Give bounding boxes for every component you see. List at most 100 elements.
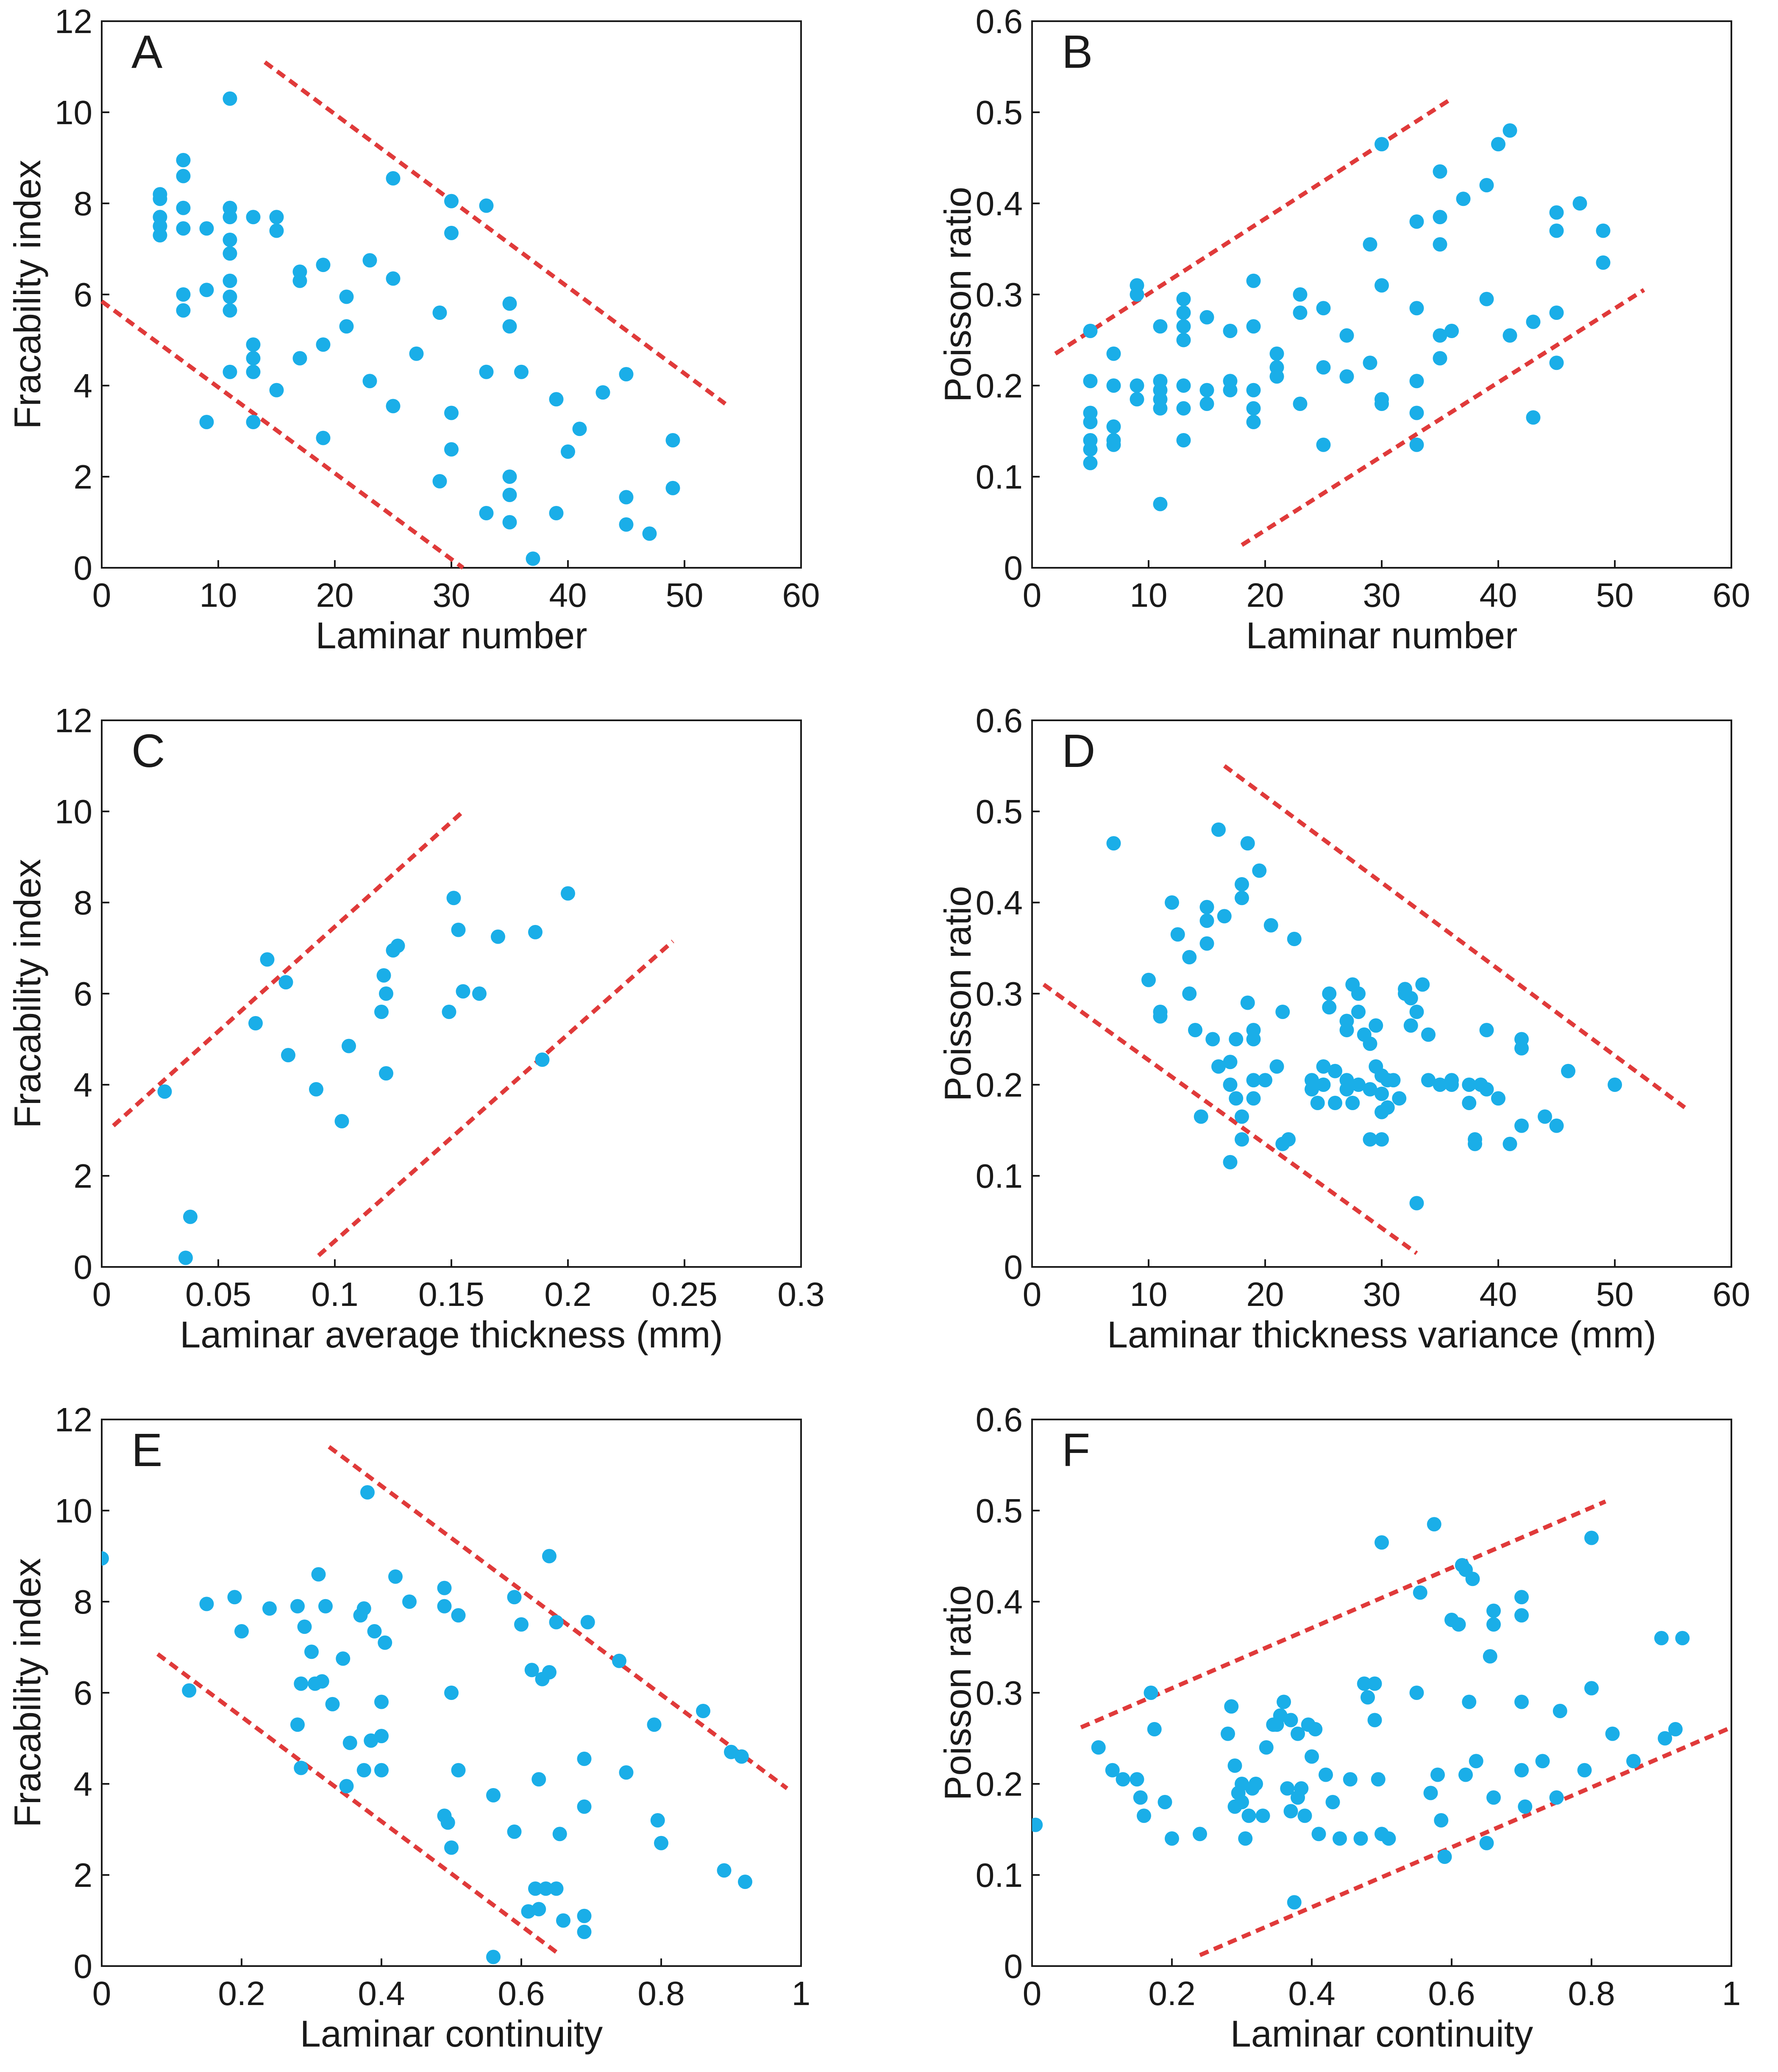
data-point (619, 1765, 634, 1780)
x-tick-label-f: 0.2 (1148, 1975, 1195, 2012)
data-point (176, 221, 191, 236)
y-axis-label-b: Poisson ratio (937, 187, 979, 403)
y-tick-label-d: 0.5 (976, 793, 1023, 830)
data-point (1386, 1073, 1401, 1088)
data-point (1319, 1767, 1333, 1782)
data-point (1325, 1795, 1340, 1809)
panel-letter-a: A (131, 26, 163, 78)
data-point (650, 1813, 665, 1828)
data-point (362, 253, 377, 268)
data-point (1235, 1132, 1249, 1147)
y-tick-label-f: 0.2 (976, 1765, 1023, 1803)
plot-frame-d (1031, 719, 1732, 1268)
data-point (1277, 1694, 1291, 1709)
data-point (334, 1114, 349, 1128)
data-point (1433, 237, 1447, 252)
data-point (178, 1250, 193, 1265)
data-point (278, 975, 293, 990)
y-tick-label-a: 6 (74, 276, 93, 314)
data-point (1339, 328, 1354, 343)
data-point (1083, 374, 1098, 389)
data-point (1451, 1617, 1466, 1632)
data-point (1144, 1686, 1158, 1700)
x-tick-label-d: 50 (1596, 1275, 1634, 1313)
data-point (1297, 1808, 1312, 1823)
data-point (1305, 1749, 1319, 1764)
data-point (390, 939, 405, 953)
data-point (1549, 223, 1564, 238)
bound-line-c-1 (112, 810, 465, 1128)
data-point (1223, 1055, 1238, 1069)
data-point (1549, 1790, 1564, 1805)
data-point (1199, 936, 1214, 951)
data-point (1491, 137, 1505, 152)
data-point (642, 526, 657, 541)
data-point (1339, 369, 1354, 384)
data-point (246, 415, 261, 429)
y-tick-label-a: 2 (74, 458, 93, 496)
y-tick-label-e: 10 (55, 1492, 92, 1530)
data-point (1153, 497, 1168, 511)
data-point (294, 1761, 309, 1775)
x-tick-label-c: 0.3 (777, 1275, 824, 1313)
data-point (502, 469, 517, 484)
data-point (549, 506, 564, 520)
data-point (1223, 1155, 1238, 1169)
data-point (1343, 1772, 1358, 1787)
data-point (223, 289, 237, 304)
data-point (1561, 1064, 1575, 1078)
data-point (444, 194, 459, 208)
data-point (311, 1567, 326, 1582)
data-point (1456, 192, 1471, 206)
x-axis-label-e: Laminar continuity (300, 2013, 603, 2055)
data-point (1199, 397, 1214, 411)
bound-line-e-2 (328, 1445, 788, 1790)
data-point (444, 442, 459, 457)
data-point (1572, 196, 1587, 211)
x-tick-label-e: 0.4 (358, 1975, 405, 2012)
data-point (1269, 346, 1284, 361)
data-point (176, 200, 191, 215)
data-point (1269, 1059, 1284, 1074)
data-point (1371, 1772, 1386, 1787)
plot-frame-f (1031, 1419, 1732, 1967)
data-point (1235, 1109, 1249, 1124)
data-point (157, 1084, 172, 1099)
data-point (1316, 360, 1331, 375)
data-point (619, 517, 634, 532)
y-tick-label-e: 12 (55, 1401, 92, 1439)
data-point (1211, 822, 1226, 837)
x-tick-label-e: 1 (792, 1975, 811, 2012)
data-point (1083, 456, 1098, 470)
data-point (314, 1674, 329, 1689)
data-point (339, 289, 354, 304)
data-point (386, 399, 401, 414)
x-tick-label-d: 40 (1480, 1275, 1517, 1313)
data-point (507, 1590, 522, 1605)
data-point (437, 1580, 452, 1595)
data-point (531, 1772, 546, 1787)
data-point (1514, 1694, 1529, 1709)
data-point (1430, 1767, 1445, 1782)
data-point (1105, 1763, 1120, 1778)
data-point (1538, 1109, 1552, 1124)
x-tick-label-f: 0.6 (1428, 1975, 1475, 2012)
y-tick-label-d: 0.2 (976, 1066, 1023, 1104)
y-tick-label-a: 12 (55, 3, 92, 40)
data-point (1584, 1530, 1599, 1545)
y-tick-label-b: 0.2 (976, 367, 1023, 405)
data-point (1153, 1009, 1168, 1024)
data-point (538, 1881, 553, 1896)
x-tick-label-d: 0 (1023, 1275, 1042, 1313)
data-point (1246, 415, 1261, 429)
data-point (1176, 319, 1191, 334)
x-tick-label-e: 0.2 (218, 1975, 265, 2012)
data-point (223, 273, 237, 288)
data-point (1240, 995, 1255, 1010)
data-point (1258, 1073, 1272, 1088)
data-point (1518, 1799, 1533, 1814)
data-point (561, 444, 575, 459)
data-point (535, 1052, 550, 1067)
data-point (444, 1686, 459, 1700)
